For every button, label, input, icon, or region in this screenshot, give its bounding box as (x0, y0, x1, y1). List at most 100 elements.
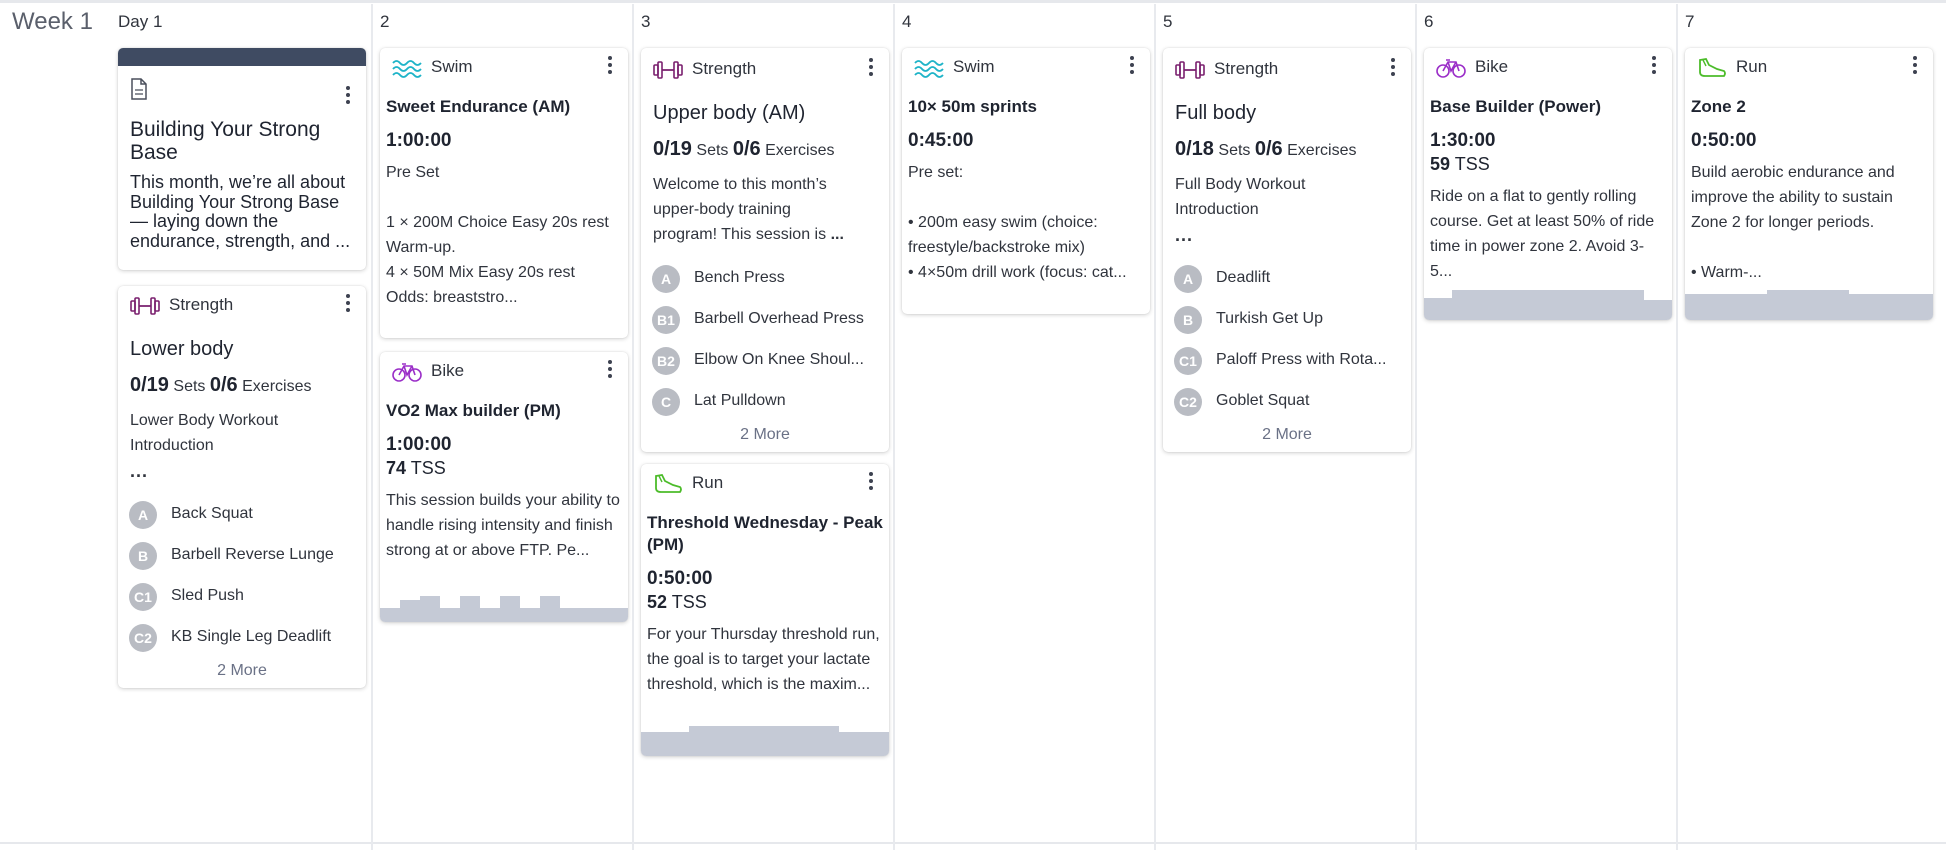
workout-title: Full body (1175, 102, 1257, 124)
description-ellipsis: ... (1175, 225, 1194, 245)
more-options-button[interactable] (606, 56, 614, 78)
more-exercises-link[interactable]: 2 More (217, 662, 267, 679)
workout-tss: 74 TSS (386, 458, 446, 478)
workout-description: Build aerobic endurance and improve the … (1691, 164, 1895, 281)
sets-progress: 0/19 Sets 0/6 Exercises (130, 374, 312, 396)
workout-tss: 52 TSS (647, 592, 707, 612)
sport-label: Swim (431, 57, 473, 76)
sets-progress: 0/18 Sets 0/6 Exercises (1175, 138, 1357, 160)
workout-title: 10× 50m sprints (908, 97, 1037, 116)
exercise-item: B2 Elbow On Knee Shoul... (652, 346, 884, 376)
dumbbell-icon (130, 297, 160, 315)
more-options-button[interactable] (867, 472, 875, 494)
workout-card-swim[interactable]: Swim Sweet Endurance (AM) 1:00:00 Pre Se… (380, 48, 628, 338)
workout-duration: 0:45:00 (908, 130, 974, 151)
day-number: 5 (1163, 12, 1173, 31)
card-header: Swim (380, 48, 628, 88)
bottom-divider (0, 842, 1946, 844)
exercise-item: C2 KB Single Leg Deadlift (129, 623, 361, 653)
sport-label: Run (1736, 57, 1768, 76)
workout-card-strength[interactable]: Strength Lower body 0/19 Sets 0/6 Exerci… (118, 286, 366, 688)
more-options-button[interactable] (1389, 58, 1397, 80)
workout-title: Zone 2 (1691, 97, 1746, 116)
workout-profile-graph (380, 596, 628, 622)
more-exercises-link[interactable]: 2 More (740, 426, 790, 443)
card-header: Strength (641, 48, 889, 88)
exercise-item: B Barbell Reverse Lunge (129, 541, 361, 571)
bicycle-icon (1436, 59, 1466, 78)
exercise-item: C Lat Pulldown (652, 387, 884, 417)
sets-progress: 0/19 Sets 0/6 Exercises (653, 138, 835, 160)
workout-title: Threshold Wednesday - Peak (PM) (647, 513, 883, 554)
workout-title: Sweet Endurance (AM) (386, 97, 571, 116)
article-title: Building Your Strong Base (130, 118, 321, 164)
running-shoe-icon (1699, 58, 1726, 77)
exercise-item: B1 Barbell Overhead Press (652, 305, 884, 335)
more-exercises-link[interactable]: 2 More (1262, 426, 1312, 443)
card-header: Bike (380, 352, 628, 392)
workout-profile-graph (1424, 290, 1672, 320)
workout-card-bike[interactable]: Bike Base Builder (Power) 1:30:00 59 TSS… (1424, 48, 1672, 320)
exercise-item: C2 Goblet Squat (1174, 387, 1406, 417)
bicycle-icon (392, 363, 422, 382)
card-header: Bike (1424, 48, 1672, 88)
more-options-button[interactable] (606, 360, 614, 382)
exercise-item: A Deadlift (1174, 264, 1406, 294)
day-column-4: 4 Swim 10× 50m sprints 0:45:00 Pre set: … (893, 4, 1154, 850)
workout-description: Pre set: • 200m easy swim (choice: frees… (908, 164, 1127, 281)
more-options-button[interactable] (867, 58, 875, 80)
exercise-item: A Back Squat (129, 500, 361, 530)
workout-card-run[interactable]: Run Zone 2 0:50:00 Build aerobic enduran… (1685, 48, 1933, 320)
workout-description: This session builds your ability to hand… (386, 492, 620, 559)
workout-title: VO2 Max builder (PM) (386, 401, 561, 420)
more-options-button[interactable] (344, 86, 352, 108)
more-options-button[interactable] (1128, 56, 1136, 78)
card-header: Strength (118, 286, 366, 326)
dumbbell-icon (1175, 61, 1205, 79)
workout-card-strength[interactable]: Strength Full body 0/18 Sets 0/6 Exercis… (1163, 48, 1411, 452)
day-number: 2 (380, 12, 390, 31)
workout-profile-graph (641, 726, 889, 756)
more-options-button[interactable] (1911, 56, 1919, 78)
exercise-item: B Turkish Get Up (1174, 305, 1406, 335)
exercise-item: C1 Sled Push (129, 582, 361, 612)
day-number: 3 (641, 12, 651, 31)
day-number: Day 1 (118, 12, 163, 31)
sport-label: Bike (431, 361, 465, 380)
swim-waves-icon (392, 60, 422, 78)
card-header: Run (1685, 48, 1933, 88)
document-icon (131, 78, 147, 100)
article-body: This month, we’re all about Building You… (130, 172, 351, 251)
day-column-7: 7 Run Zone 2 0:50:00 Build aerobic endur… (1676, 4, 1946, 850)
workout-card-bike[interactable]: Bike VO2 Max builder (PM) 1:00:00 74 TSS… (380, 352, 628, 622)
workout-duration: 1:00:00 (386, 434, 452, 455)
workout-description: Pre Set 1 × 200M Choice Easy 20s rest Wa… (386, 164, 609, 306)
day-column-6: 6 Bike Base Builder (Power) 1:30:00 59 T… (1415, 4, 1676, 850)
workout-description: Lower Body Workout Introduction (130, 412, 279, 454)
workout-card-run[interactable]: Run Threshold Wednesday - Peak (PM) 0:50… (641, 464, 889, 756)
top-divider (0, 0, 1946, 4)
workout-card-swim[interactable]: Swim 10× 50m sprints 0:45:00 Pre set: • … (902, 48, 1150, 314)
workout-description: Ride on a flat to gently rolling course.… (1430, 188, 1655, 280)
dumbbell-icon (653, 61, 683, 79)
more-options-button[interactable] (1650, 56, 1658, 78)
more-options-button[interactable] (344, 294, 352, 316)
description-ellipsis: ... (130, 461, 149, 481)
card-header: Swim (902, 48, 1150, 88)
workout-duration: 0:50:00 (1691, 130, 1757, 151)
workout-card-strength[interactable]: Strength Upper body (AM) 0/19 Sets 0/6 E… (641, 48, 889, 452)
day-number: 6 (1424, 12, 1434, 31)
exercise-item: C1 Paloff Press with Rota... (1174, 346, 1406, 376)
week-label: Week 1 (12, 8, 93, 35)
sport-label: Bike (1475, 57, 1509, 76)
swim-waves-icon (914, 60, 944, 78)
article-card[interactable]: Building Your Strong Base This month, we… (118, 48, 366, 270)
sport-label: Strength (692, 59, 757, 78)
workout-duration: 0:50:00 (647, 568, 713, 589)
running-shoe-icon (655, 474, 682, 493)
workout-description: Welcome to this month’s upper-body train… (653, 176, 844, 243)
day-column-1: Day 1 Building Your Strong Base This mon… (0, 4, 371, 850)
workout-profile-graph (1685, 290, 1933, 320)
sport-label: Strength (169, 295, 234, 314)
workout-duration: 1:00:00 (386, 130, 452, 151)
